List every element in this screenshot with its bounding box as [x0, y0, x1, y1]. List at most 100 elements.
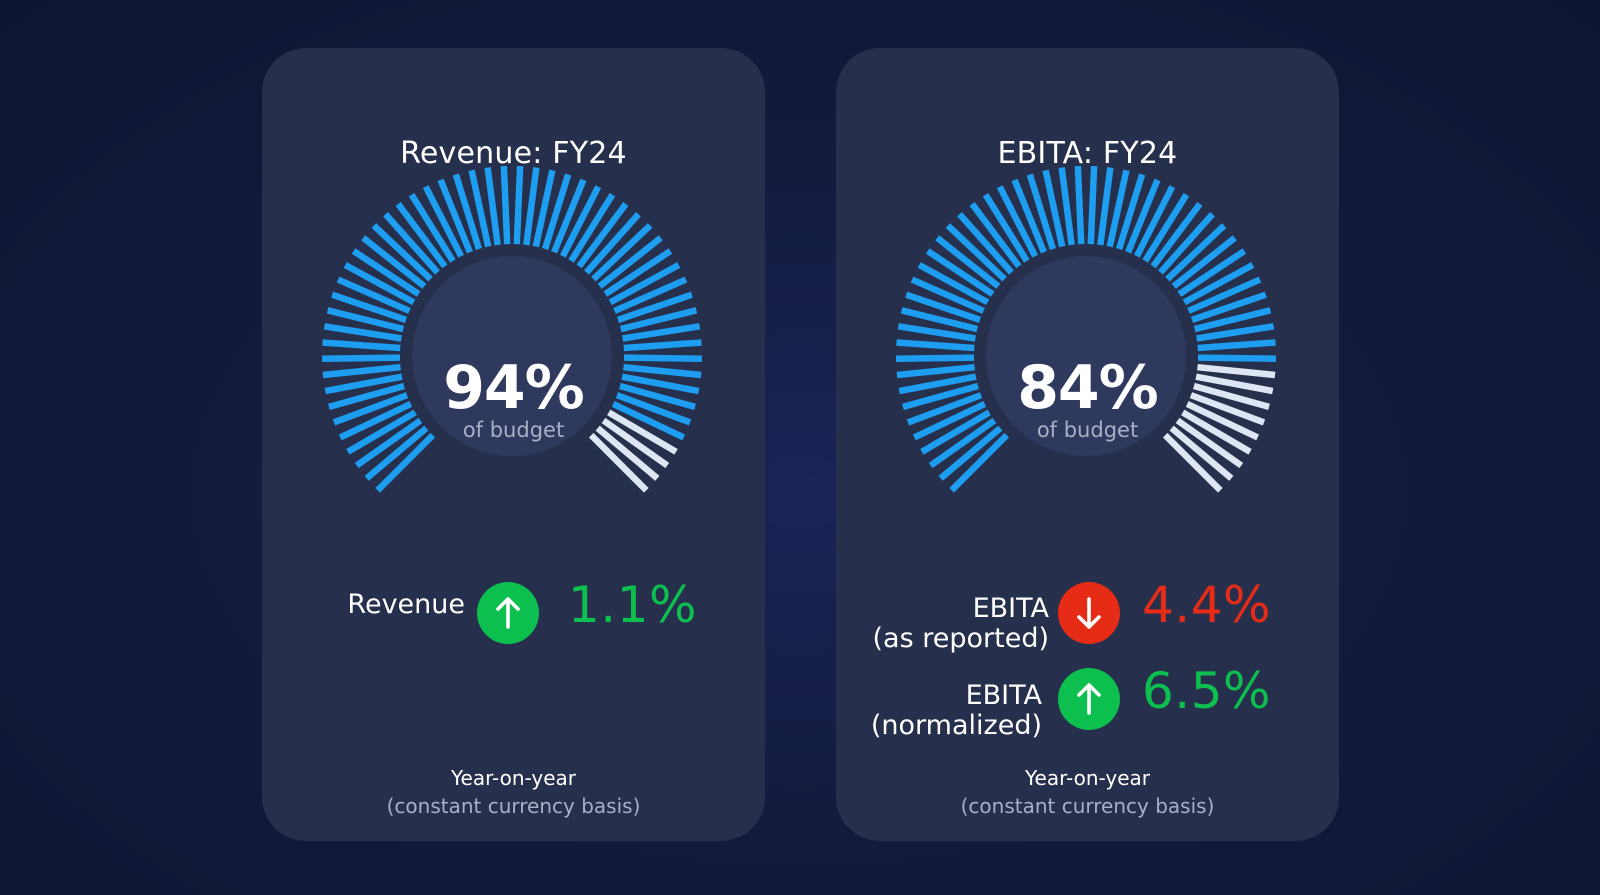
gauge-tick-achieved [375, 432, 436, 493]
gauge-tick-remaining [607, 409, 678, 455]
gauge-tick-achieved [1125, 178, 1161, 254]
gauge-tick-achieved [996, 185, 1039, 258]
gauge-tick-remaining [595, 425, 660, 481]
gauge-tick-achieved [938, 425, 1003, 481]
metric-value-ebita-normalized: 6.5% [1142, 662, 1272, 720]
ebita-card: EBITA: FY24 84% of budget EBITA (as repo… [836, 48, 1339, 841]
gauge-tick-remaining [1197, 363, 1276, 379]
card-title: Revenue: FY24 [400, 136, 627, 171]
arrow-down-icon [1077, 597, 1101, 629]
gauge-tick-achieved [949, 432, 1010, 493]
gauge-tick-achieved [1193, 307, 1272, 333]
gauge-tick-achieved [1058, 167, 1075, 246]
gauge-tick-achieved [1087, 166, 1098, 245]
gauge-tick-achieved [321, 354, 401, 362]
metric-value-revenue: 1.1% [568, 576, 698, 634]
gauge-tick-achieved [395, 201, 448, 269]
gauge-tick-achieved [354, 417, 423, 469]
gauge-tick-achieved [422, 185, 465, 258]
gauge-tick-achieved [902, 382, 979, 411]
gauge-tick-achieved [437, 178, 473, 254]
card-title: EBITA: FY24 [997, 136, 1178, 171]
gauge-tick-achieved [597, 235, 663, 289]
gauge-tick-achieved [608, 262, 681, 306]
gauge-tick-achieved [1158, 212, 1215, 275]
gauge-tick-achieved [1042, 169, 1066, 248]
gauge-tick-achieved [616, 291, 693, 323]
gauge-tick-achieved [364, 425, 429, 481]
gauge-tick-achieved [331, 291, 408, 323]
gauge-tick-achieved [559, 185, 602, 258]
gauge-tick-achieved [551, 178, 587, 254]
footnote-title: Year-on-year [1024, 766, 1151, 790]
gauge-tick-achieved [905, 291, 982, 323]
gauge-tick-achieved [371, 223, 433, 282]
gauge-tick-achieved [584, 212, 641, 275]
gauge-tick-achieved [576, 201, 629, 269]
gauge-value: 94% [443, 353, 585, 423]
gauge-tick-remaining [1162, 432, 1223, 493]
gauge-tick-achieved [338, 401, 413, 441]
gauge-tick-achieved [1197, 354, 1277, 362]
gauge-tick-achieved [541, 173, 572, 250]
gauge-tick-achieved [513, 166, 524, 245]
gauge-tick-achieved [945, 223, 1007, 282]
gauge-tick-achieved [623, 354, 703, 362]
gauge-tick-remaining [588, 432, 649, 493]
gauge-tick-achieved [1011, 178, 1047, 254]
gauge-tick-achieved [452, 173, 483, 250]
metric-badge-revenue [477, 582, 539, 644]
gauge-tick-achieved [322, 363, 401, 379]
gauge-tick-achieved [1115, 173, 1146, 250]
gauge-tick-achieved [351, 248, 421, 297]
gauge-tick-achieved [323, 323, 402, 342]
gauge-tick-achieved [328, 382, 405, 411]
arrow-up-icon [1077, 683, 1101, 715]
revenue-card: Revenue: FY24 94% of budget Revenue 1.1%… [262, 48, 765, 841]
gauge-tick-achieved [332, 392, 409, 426]
gauge-tick-achieved [523, 167, 540, 246]
gauge-tick-achieved [408, 192, 456, 263]
gauge-tick-achieved [326, 307, 405, 333]
gauge-tick-achieved [591, 223, 653, 282]
gauge-tick-achieved [982, 192, 1030, 263]
gauge-tick-achieved [1165, 223, 1227, 282]
ebita-gauge [895, 166, 1277, 493]
gauge-tick-achieved [532, 169, 556, 248]
gauge-tick-achieved [619, 307, 698, 333]
gauge-tick-remaining [1189, 392, 1266, 426]
gauge-tick-achieved [346, 409, 417, 455]
gauge-caption: of budget [462, 418, 565, 442]
gauge-tick-achieved [484, 167, 501, 246]
footnote-subtitle: (constant currency basis) [960, 794, 1215, 818]
revenue-gauge [321, 166, 703, 493]
gauge-tick-achieved [906, 392, 983, 426]
gauge-tick-achieved [1182, 262, 1255, 306]
gauge-tick-remaining [1181, 409, 1252, 455]
gauge-tick-achieved [917, 262, 990, 306]
gauge-tick-achieved [935, 235, 1001, 289]
gauge-tick-achieved [611, 401, 686, 441]
metric-value-ebita-reported: 4.4% [1142, 576, 1272, 634]
gauge-center-disc [412, 256, 612, 456]
gauge-tick-achieved [1190, 291, 1267, 323]
gauge-center-disc [986, 256, 1186, 456]
gauge-tick-achieved [615, 392, 692, 426]
gauge-tick-remaining [1195, 373, 1274, 395]
gauge-tick-achieved [568, 192, 616, 263]
gauge-tick-remaining [1175, 417, 1244, 469]
gauge-tick-achieved [896, 363, 975, 379]
gauge-tick-achieved [343, 262, 416, 306]
gauge-tick-achieved [1177, 248, 1247, 297]
footnote-subtitle: (constant currency basis) [386, 794, 641, 818]
gauge-tick-achieved [1187, 276, 1262, 314]
gauge-caption: of budget [1036, 418, 1139, 442]
gauge-tick-achieved [324, 373, 403, 395]
gauge-tick-achieved [361, 235, 427, 289]
gauge-tick-achieved [925, 248, 995, 297]
gauge-tick-achieved [910, 276, 985, 314]
metric-badge-ebita-normalized [1058, 668, 1120, 730]
arrow-up-icon [496, 597, 520, 629]
gauge-tick-achieved [896, 339, 975, 352]
gauge-tick-achieved [1074, 166, 1085, 245]
